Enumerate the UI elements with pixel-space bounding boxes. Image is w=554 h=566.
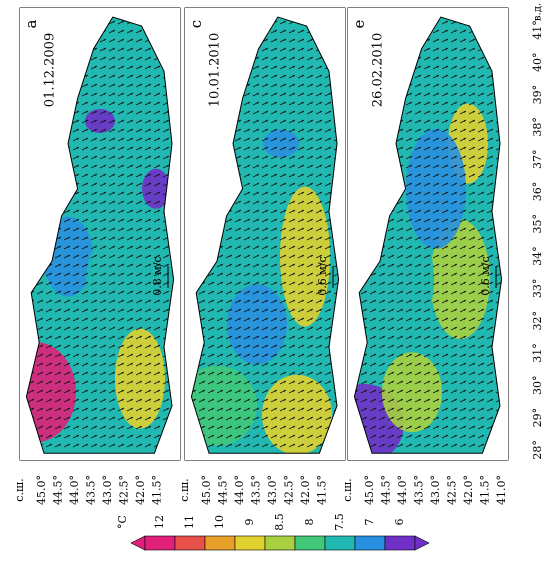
colorbar-end [414, 535, 430, 551]
latitude-label: 44.5° [52, 475, 65, 505]
latitude-label: 43.5° [85, 475, 98, 505]
latitude-label: 43.0° [101, 475, 114, 505]
longitude-label: 39° [531, 85, 544, 105]
latitude-unit: с.ш. [341, 478, 354, 501]
latitude-label: 42.0° [299, 475, 312, 505]
latitude-label: 42.5° [446, 475, 459, 505]
latitude-label: 44.5° [217, 475, 230, 505]
colorbar-label: 12 [153, 515, 166, 529]
longitude-label: 31° [531, 343, 544, 363]
latitude-label: 42.0° [462, 475, 475, 505]
colorbar-segment [264, 535, 296, 551]
coastline [353, 16, 503, 454]
scale-label: 0.6 м/с [479, 256, 492, 295]
map-panel [184, 7, 346, 461]
colorbar-label: 10 [213, 515, 226, 529]
colorbar-segment [144, 535, 176, 551]
colorbar-label: 7 [363, 519, 376, 526]
longitude-label: 30° [531, 376, 544, 396]
colorbar-label: 8.5 [273, 513, 286, 531]
latitude-label: 44.5° [380, 475, 393, 505]
colorbar-label: 7.5 [333, 513, 346, 531]
map-panel [347, 7, 509, 461]
colorbar-segment [354, 535, 386, 551]
latitude-label: 41.0° [495, 475, 508, 505]
longitude-label: 28° [531, 440, 544, 460]
longitude-label: 33° [531, 279, 544, 299]
latitude-label: 45.0° [363, 475, 376, 505]
latitude-label: 45.0° [35, 475, 48, 505]
longitude-label: 29° [531, 408, 544, 428]
colorbar-segment [174, 535, 206, 551]
latitude-label: 44.0° [233, 475, 246, 505]
coastline [190, 16, 340, 454]
colorbar-segment [294, 535, 326, 551]
colorbar-label: 9 [243, 519, 256, 526]
latitude-label: 44.0° [68, 475, 81, 505]
latitude-label: 44.0° [396, 475, 409, 505]
coastline [25, 16, 175, 454]
latitude-label: 42.5° [283, 475, 296, 505]
latitude-label: 45.0° [200, 475, 213, 505]
colorbar-segment [204, 535, 236, 551]
map-panel [19, 7, 181, 461]
colorbar-end [130, 535, 146, 551]
longitude-label: 37° [531, 149, 544, 169]
colorbar-label: 8 [303, 519, 316, 526]
longitude-label: 40° [531, 53, 544, 73]
colorbar-label: 11 [183, 515, 196, 529]
colorbar-segment [384, 535, 416, 551]
panel-date: 01.12.2009 [43, 33, 58, 107]
longitude-label: 35° [531, 214, 544, 234]
colorbar-segment [234, 535, 266, 551]
colorbar-unit: °C [116, 515, 129, 529]
latitude-unit: с.ш. [13, 478, 26, 501]
latitude-label: 41.5° [151, 475, 164, 505]
longitude-label: 38° [531, 117, 544, 136]
panel-date: 26.02.2010 [371, 33, 386, 107]
longitude-label: 34° [531, 246, 544, 266]
latitude-label: 41.5° [479, 475, 492, 505]
latitude-label: 43.0° [429, 475, 442, 505]
longitude-unit: в.д. [533, 3, 544, 21]
latitude-label: 42.0° [134, 475, 147, 505]
longitude-label: 36° [531, 182, 544, 202]
latitude-label: 42.5° [118, 475, 131, 505]
latitude-label: 43.5° [250, 475, 263, 505]
panel-label: с [187, 20, 205, 28]
panel-label: а [22, 19, 40, 28]
colorbar-segment [324, 535, 356, 551]
longitude-label: 41° [531, 20, 544, 40]
scale-label: 0.8 м/с [151, 256, 164, 295]
latitude-label: 43.0° [266, 475, 279, 505]
latitude-unit: с.ш. [178, 478, 191, 501]
scale-label: 0.6 м/с [316, 256, 329, 295]
panel-label: е [350, 19, 368, 28]
panel-date: 10.01.2010 [208, 33, 223, 107]
latitude-label: 43.5° [413, 475, 426, 505]
longitude-label: 32° [531, 311, 544, 331]
latitude-label: 41.5° [316, 475, 329, 505]
colorbar-label: 6 [393, 519, 406, 526]
